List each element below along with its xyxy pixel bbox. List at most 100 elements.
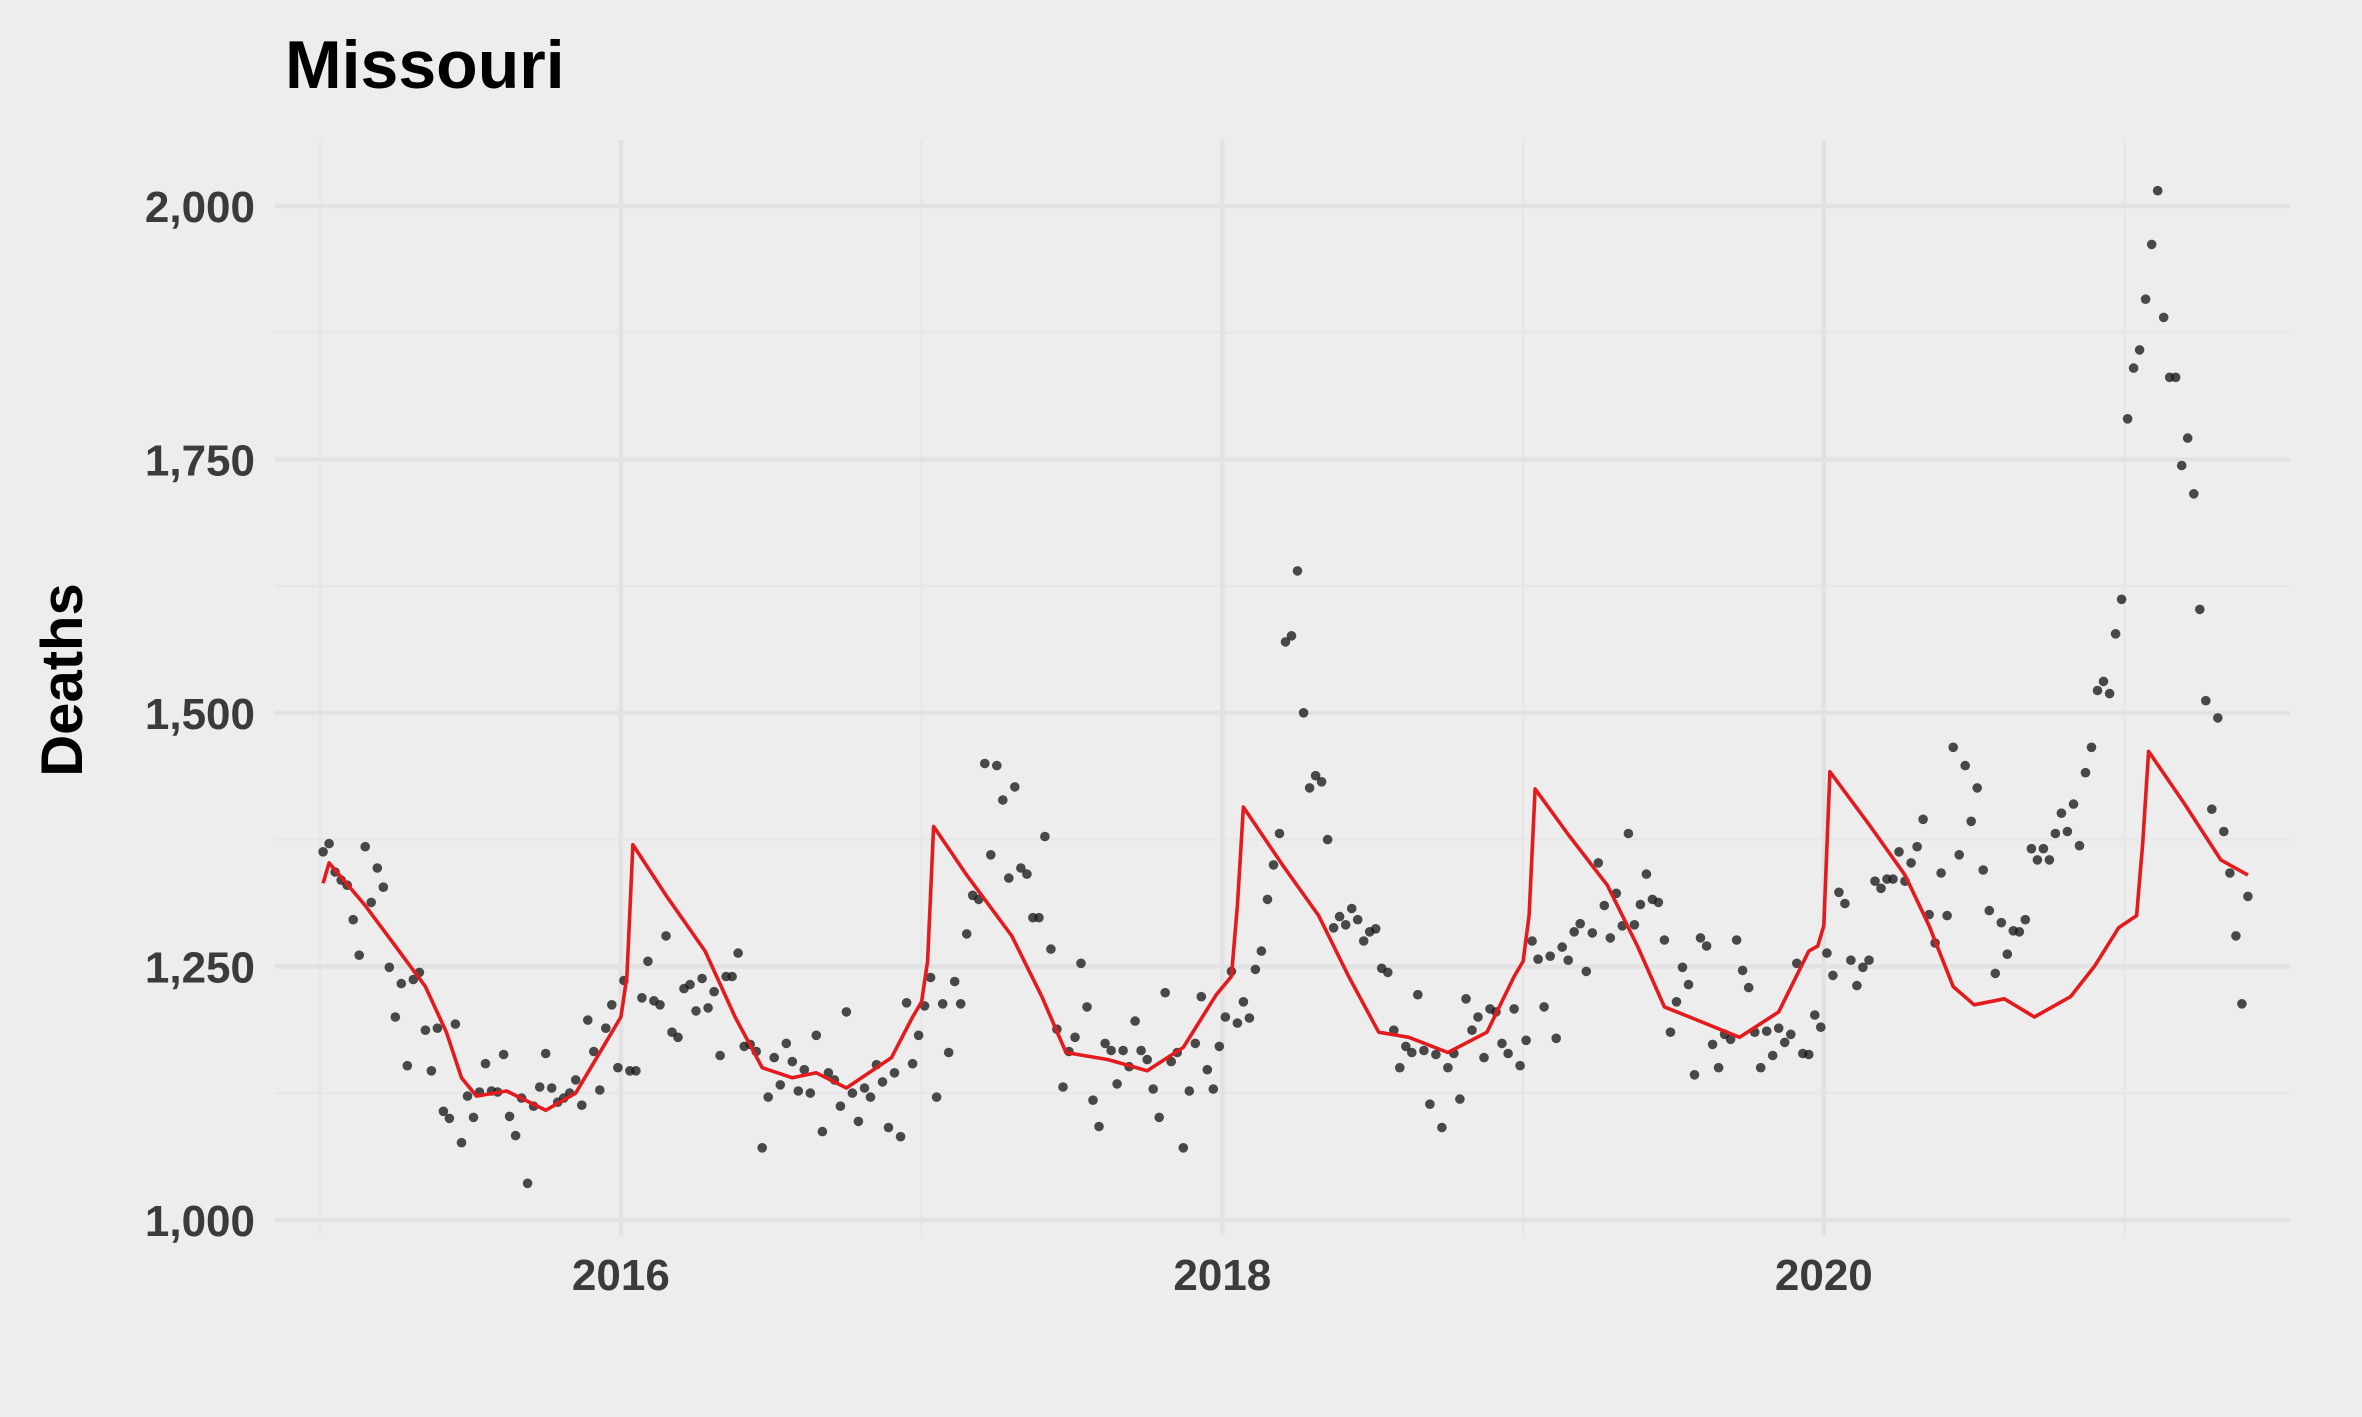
data-point-262 <box>1894 847 1904 857</box>
data-point-252 <box>1834 887 1844 898</box>
data-point-196 <box>1497 1038 1507 1049</box>
data-point-52 <box>631 1066 641 1076</box>
data-point-170 <box>1340 920 1351 930</box>
y-axis-ticks: 1,000 1,250 1,500 1,750 2,000 <box>145 183 255 1246</box>
data-point-19 <box>432 1023 443 1033</box>
data-point-208 <box>1569 927 1579 937</box>
data-point-163 <box>1298 708 1309 718</box>
data-point-255 <box>1852 980 1862 991</box>
data-point-226 <box>1677 962 1688 973</box>
data-point-187 <box>1443 1062 1453 1073</box>
data-point-308 <box>2170 372 2181 383</box>
data-point-123 <box>1058 1082 1068 1092</box>
data-point-168 <box>1328 923 1339 933</box>
data-point-140 <box>1160 987 1170 998</box>
data-point-189 <box>1455 1094 1465 1104</box>
data-point-34 <box>522 1178 533 1189</box>
data-point-202 <box>1533 954 1543 964</box>
data-point-139 <box>1154 1112 1164 1123</box>
data-point-265 <box>1912 841 1922 852</box>
data-point-146 <box>1196 991 1207 1002</box>
data-point-117 <box>1022 869 1032 879</box>
data-point-224 <box>1665 1027 1676 1037</box>
data-point-192 <box>1473 1012 1483 1022</box>
data-point-289 <box>2056 808 2067 818</box>
data-point-222 <box>1653 897 1664 908</box>
data-point-27 <box>480 1058 491 1069</box>
data-point-190 <box>1461 994 1471 1004</box>
data-point-276 <box>1978 865 1988 875</box>
data-point-179 <box>1395 1062 1405 1073</box>
data-point-217 <box>1623 828 1634 839</box>
data-point-164 <box>1304 783 1315 793</box>
data-point-234 <box>1725 1034 1736 1045</box>
data-point-156 <box>1256 946 1267 956</box>
data-point-38 <box>546 1083 557 1093</box>
data-point-297 <box>2104 688 2115 699</box>
data-point-130 <box>1100 1038 1110 1049</box>
data-point-235 <box>1731 935 1742 945</box>
data-point-295 <box>2092 685 2103 696</box>
data-point-110 <box>980 758 990 769</box>
data-point-144 <box>1184 1086 1195 1096</box>
data-point-141 <box>1166 1056 1176 1067</box>
data-point-42 <box>570 1075 581 1085</box>
data-point-53 <box>637 993 647 1003</box>
data-point-172 <box>1352 914 1363 925</box>
data-point-284 <box>2026 843 2037 854</box>
data-point-159 <box>1274 828 1285 839</box>
data-point-107 <box>961 929 972 939</box>
data-point-306 <box>2158 312 2169 323</box>
data-point-258 <box>1870 876 1880 886</box>
data-point-15 <box>408 974 419 985</box>
data-point-83 <box>817 1126 828 1137</box>
data-point-150 <box>1220 1012 1231 1022</box>
data-point-74 <box>763 1092 773 1102</box>
data-point-96 <box>895 1131 906 1142</box>
data-point-312 <box>2195 604 2205 615</box>
data-point-204 <box>1545 951 1555 961</box>
data-point-198 <box>1509 1004 1519 1014</box>
data-point-212 <box>1593 858 1604 868</box>
data-point-283 <box>2020 914 2031 925</box>
data-point-309 <box>2176 460 2187 471</box>
data-point-104 <box>943 1047 954 1058</box>
data-point-201 <box>1527 936 1537 946</box>
data-point-317 <box>2225 868 2235 878</box>
data-point-12 <box>390 1012 401 1022</box>
data-point-223 <box>1659 935 1670 945</box>
data-point-145 <box>1190 1038 1201 1049</box>
data-point-277 <box>1984 905 1995 916</box>
data-point-86 <box>835 1101 846 1111</box>
data-point-279 <box>1996 917 2007 928</box>
data-point-66 <box>715 1050 725 1061</box>
data-point-182 <box>1413 989 1423 1000</box>
data-point-143 <box>1178 1143 1189 1153</box>
x-tick-label-1: 2018 <box>1173 1251 1271 1300</box>
data-point-95 <box>889 1068 900 1078</box>
data-point-89 <box>853 1116 864 1127</box>
data-point-165 <box>1310 770 1321 781</box>
data-point-68 <box>727 971 737 982</box>
data-point-5 <box>348 914 359 925</box>
y-tick-label-4: 2,000 <box>145 183 255 232</box>
data-point-264 <box>1906 858 1916 868</box>
data-point-47 <box>601 1023 611 1033</box>
data-point-214 <box>1605 933 1616 943</box>
data-point-200 <box>1521 1035 1531 1046</box>
data-point-183 <box>1419 1045 1429 1056</box>
y-axis-label: Deaths <box>30 583 95 776</box>
data-point-106 <box>955 999 966 1009</box>
data-point-0 <box>318 847 328 857</box>
data-points <box>318 185 2253 1189</box>
data-point-133 <box>1118 1045 1128 1056</box>
data-point-228 <box>1689 1070 1700 1080</box>
data-point-301 <box>2128 363 2139 373</box>
data-point-23 <box>456 1137 467 1148</box>
data-point-290 <box>2062 826 2073 837</box>
data-point-237 <box>1743 982 1754 993</box>
data-point-136 <box>1136 1045 1146 1056</box>
data-point-116 <box>1016 863 1026 873</box>
data-point-305 <box>2152 185 2163 196</box>
